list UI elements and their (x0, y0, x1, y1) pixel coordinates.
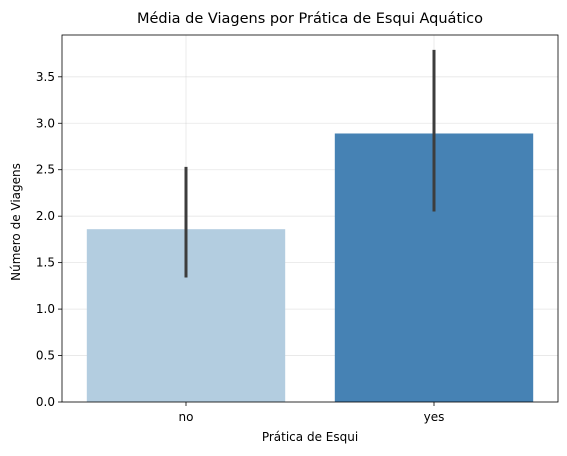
error-bars (184, 49, 436, 278)
axes: 0.0 0.5 1.0 1.5 2.0 2.5 3.0 3.5 no yes (36, 34, 559, 424)
bars (86, 133, 534, 402)
plot-frame (61, 34, 559, 403)
y-tick-label: 1.5 (36, 256, 55, 270)
y-tick-label: 2.5 (36, 163, 55, 177)
y-axis-label: Número de Viagens (9, 163, 23, 281)
y-tick-label: 1.0 (36, 302, 55, 316)
y-tick-label: 0.5 (36, 349, 55, 363)
chart-title: Média de Viagens por Prática de Esqui Aq… (137, 11, 483, 27)
y-tick-label: 3.5 (36, 70, 55, 84)
x-tick-label: no (179, 410, 194, 424)
y-tick-label: 0.0 (36, 395, 55, 409)
y-tick-label: 2.0 (36, 209, 55, 223)
y-tick-label: 3.0 (36, 116, 55, 130)
x-tick-label: yes (424, 410, 445, 424)
x-axis-label: Prática de Esqui (262, 430, 358, 444)
